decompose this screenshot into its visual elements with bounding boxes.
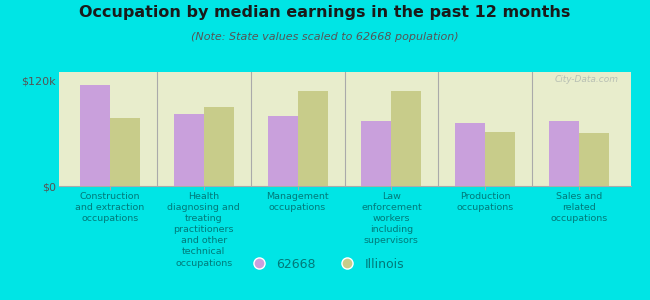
Text: Sales and
related
occupations: Sales and related occupations [551,192,608,223]
Bar [549,121,579,186]
Legend: 62668, Illinois: 62668, Illinois [241,253,409,276]
Bar [80,85,110,186]
Text: Occupation by median earnings in the past 12 months: Occupation by median earnings in the pas… [79,4,571,20]
Bar [579,134,609,186]
Bar [391,91,421,186]
Bar [455,123,485,186]
Text: Law
enforcement
workers
including
supervisors: Law enforcement workers including superv… [361,192,422,245]
Bar [110,118,140,186]
Text: Management
occupations: Management occupations [266,192,329,212]
Bar [485,132,515,186]
Text: Health
diagnosing and
treating
practitioners
and other
technical
occupations: Health diagnosing and treating practitio… [168,192,240,268]
Text: Production
occupations: Production occupations [456,192,514,212]
Text: Construction
and extraction
occupations: Construction and extraction occupations [75,192,145,223]
Bar [174,114,204,186]
Bar [361,121,391,186]
Bar [204,107,234,186]
Bar [298,91,328,186]
Text: City-Data.com: City-Data.com [555,75,619,84]
Text: (Note: State values scaled to 62668 population): (Note: State values scaled to 62668 popu… [191,32,459,41]
Bar [268,116,298,186]
